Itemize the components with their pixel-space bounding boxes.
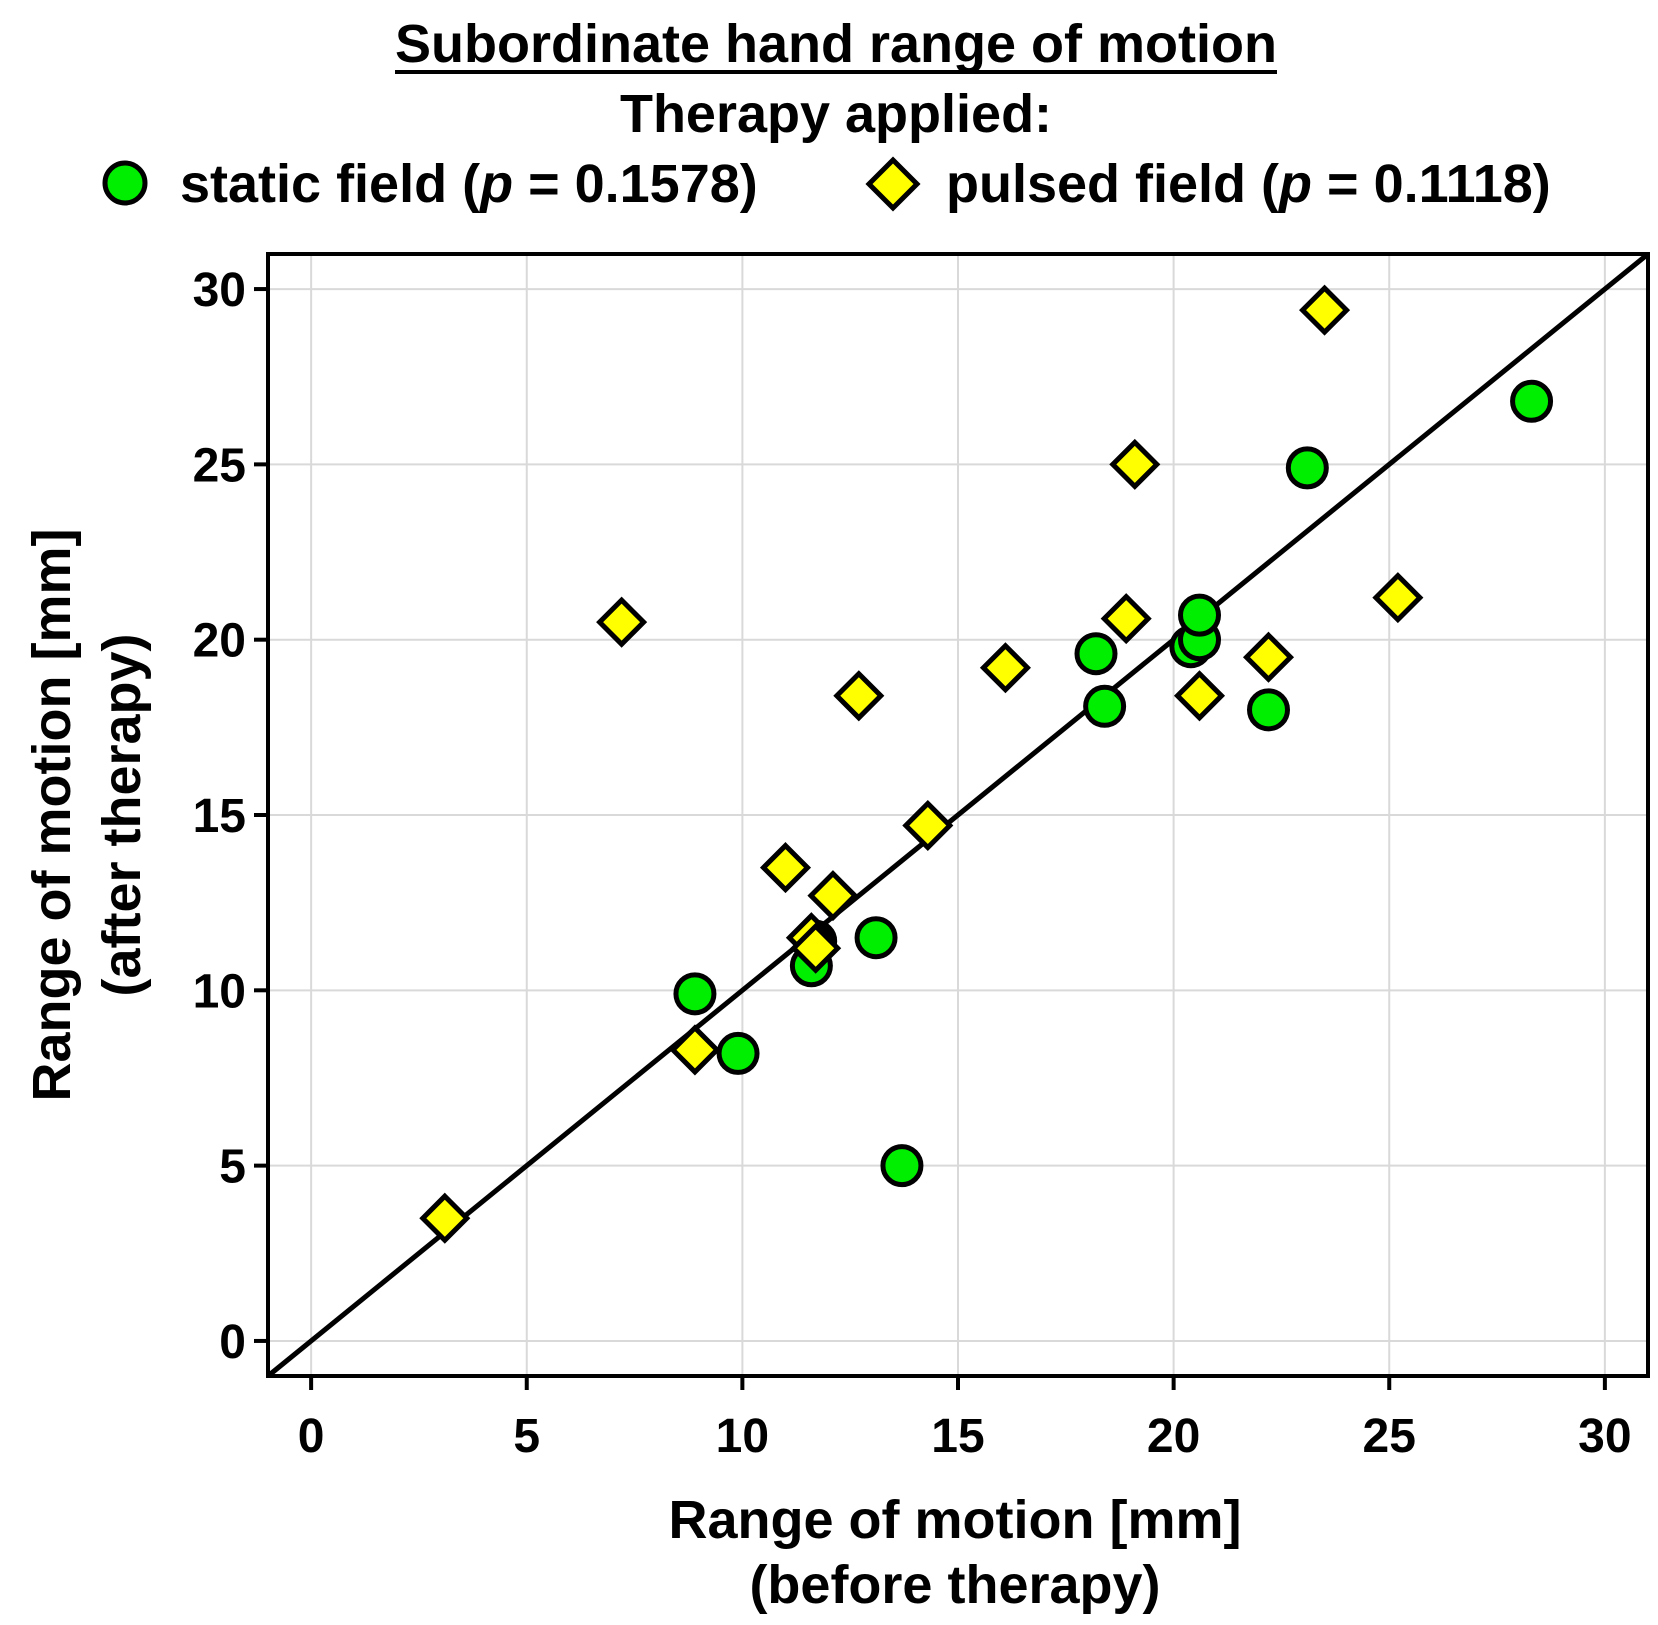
x-tick-label: 10 [716,1410,769,1463]
y-tick-label: 20 [193,615,246,668]
static-field-point [1178,593,1221,637]
legend-name-static-field: static field [180,154,447,214]
y-axis-label-line2: (after therapy) [92,633,152,996]
y-tick-label: 15 [193,790,246,843]
pulsed-field-point [669,1024,721,1076]
x-axis-label-line2: (before therapy) [749,1555,1160,1615]
y-tick-label: 10 [193,965,246,1018]
pulsed-field-point [1100,593,1152,645]
static-field-point [1285,446,1329,490]
legend-item-static-field: static field (p = 0.1578) [102,154,758,214]
legend-p-prefix-static-field: ( [447,154,480,214]
chart-subtitle: Therapy applied: [620,84,1052,144]
pulsed-field-point [1372,572,1424,624]
y-axis-label-line1: Range of motion [mm] [22,529,82,1102]
pulsed-field-point [807,870,859,922]
data-points [419,284,1554,1244]
y-axis-ticks: 0 5 10 15 20 25 30 [193,264,268,1369]
pulsed-field-point [1242,631,1295,683]
legend-name-pulsed-field: pulsed field [946,154,1246,214]
legend-item-pulsed-field: pulsed field (p = 0.1118) [865,154,1551,214]
chart-title: Subordinate hand range of motion [395,14,1277,74]
legend-marker-pulsed-field [865,156,921,212]
pulsed-field-point [979,642,1031,694]
legend-p-symbol-pulsed-field: p [1277,154,1312,214]
x-tick-label: 5 [513,1410,540,1463]
legend-p-value-pulsed-field: = 0.1118) [1312,154,1551,214]
static-field-point [1510,379,1554,423]
y-tick-label: 30 [193,264,246,317]
pulsed-field-point [833,670,885,722]
pulsed-field-point [596,596,648,648]
x-tick-label: 30 [1578,1410,1631,1463]
pulsed-field-point [790,922,842,974]
static-field-point [1074,632,1118,676]
static-field-point [716,1031,760,1075]
static-field-point [880,1144,924,1188]
x-tick-label: 25 [1363,1410,1416,1463]
legend-label-pulsed-field: pulsed field (p = 0.1118) [946,154,1551,214]
series-static-field [673,379,1554,1188]
x-axis-label-line1: Range of motion [mm] [669,1490,1242,1550]
pulsed-field-point [902,799,954,852]
y-tick-label: 25 [193,439,246,492]
legend-p-value-static-field: = 0.1578) [513,154,758,214]
y-tick-label: 0 [219,1316,246,1369]
x-tick-label: 20 [1147,1410,1200,1463]
static-field-point [854,916,898,960]
legend-label-static-field: static field (p = 0.1578) [180,154,758,214]
x-tick-label: 15 [931,1410,984,1463]
x-tick-label: 0 [298,1410,325,1463]
legend-p-prefix-pulsed-field: ( [1246,154,1279,214]
static-field-point [673,972,717,1016]
pulsed-field-point [1109,438,1161,490]
pulsed-field-point [1173,670,1226,722]
legend-marker-static-field [102,160,148,206]
x-axis-ticks: 0 5 10 15 20 25 30 [298,1376,1632,1463]
static-field-point [1083,684,1127,728]
pulsed-field-point [759,842,812,894]
static-field-point [1247,688,1290,732]
pulsed-field-point [1299,284,1351,336]
legend: static field (p = 0.1578) pulsed field (… [102,154,1551,214]
y-tick-label: 5 [219,1141,246,1194]
identity-reference-line [266,252,1650,1378]
legend-p-symbol-static-field: p [478,154,513,214]
series-pulsed-field [419,284,1424,1244]
pulsed-field-point [419,1192,471,1244]
